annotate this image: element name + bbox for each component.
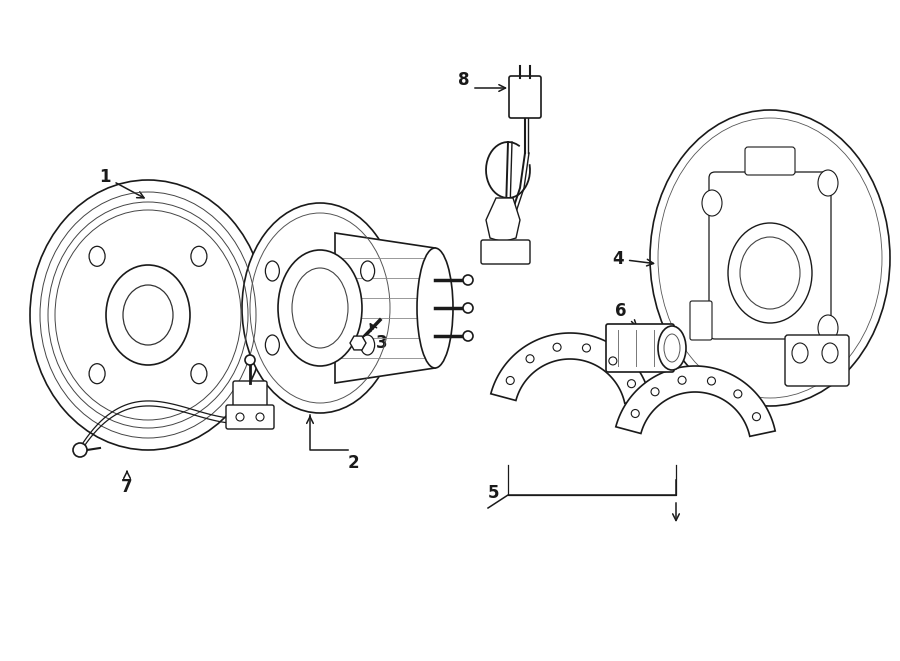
FancyBboxPatch shape (606, 324, 674, 372)
FancyBboxPatch shape (509, 76, 541, 118)
Circle shape (734, 390, 742, 398)
Ellipse shape (664, 334, 680, 362)
Ellipse shape (191, 364, 207, 383)
Circle shape (554, 343, 561, 351)
Ellipse shape (361, 261, 374, 281)
FancyBboxPatch shape (709, 172, 831, 339)
Ellipse shape (123, 285, 173, 345)
Polygon shape (491, 333, 650, 403)
Ellipse shape (740, 237, 800, 309)
Circle shape (582, 344, 590, 352)
FancyBboxPatch shape (745, 147, 795, 175)
Ellipse shape (417, 248, 453, 368)
Polygon shape (616, 366, 775, 436)
Ellipse shape (818, 170, 838, 196)
Ellipse shape (361, 335, 374, 355)
Ellipse shape (191, 247, 207, 266)
Ellipse shape (292, 268, 348, 348)
Ellipse shape (266, 261, 279, 281)
Polygon shape (350, 336, 366, 350)
Circle shape (463, 331, 473, 341)
Text: 7: 7 (122, 471, 133, 496)
FancyBboxPatch shape (226, 405, 274, 429)
Circle shape (73, 443, 87, 457)
Circle shape (627, 379, 635, 387)
Ellipse shape (658, 326, 686, 370)
Ellipse shape (818, 315, 838, 341)
Circle shape (707, 377, 716, 385)
Ellipse shape (278, 250, 362, 366)
Text: 5: 5 (488, 484, 500, 502)
Circle shape (256, 413, 264, 421)
Ellipse shape (89, 247, 105, 266)
Circle shape (678, 376, 686, 384)
Ellipse shape (702, 190, 722, 216)
Ellipse shape (728, 223, 812, 323)
Circle shape (631, 410, 639, 418)
Circle shape (463, 275, 473, 285)
Ellipse shape (650, 110, 890, 406)
FancyBboxPatch shape (481, 240, 530, 264)
Circle shape (609, 357, 617, 365)
Circle shape (506, 377, 514, 385)
Ellipse shape (266, 335, 279, 355)
Circle shape (526, 355, 534, 363)
FancyBboxPatch shape (785, 335, 849, 386)
Text: 8: 8 (458, 71, 470, 89)
FancyBboxPatch shape (690, 301, 712, 340)
Text: 3: 3 (370, 324, 388, 352)
Circle shape (245, 355, 255, 365)
Text: 6: 6 (616, 302, 637, 327)
Circle shape (752, 412, 760, 420)
Text: 2: 2 (348, 454, 360, 472)
Text: 4: 4 (612, 250, 653, 268)
FancyBboxPatch shape (233, 381, 267, 409)
Ellipse shape (89, 364, 105, 383)
Circle shape (463, 303, 473, 313)
Ellipse shape (792, 343, 808, 363)
Polygon shape (335, 233, 435, 383)
Circle shape (651, 388, 659, 396)
Ellipse shape (106, 265, 190, 365)
Ellipse shape (242, 203, 398, 413)
Text: 1: 1 (99, 168, 144, 198)
Circle shape (236, 413, 244, 421)
Ellipse shape (822, 343, 838, 363)
Polygon shape (486, 198, 520, 242)
Ellipse shape (30, 180, 266, 450)
